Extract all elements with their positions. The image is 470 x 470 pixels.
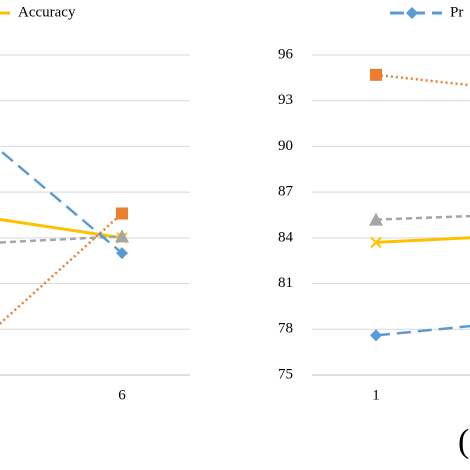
y-tick-label: 81 (278, 275, 293, 291)
series-line (375, 214, 470, 221)
legend-label: Accuracy (18, 4, 76, 20)
y-tick-label: 96 (278, 46, 294, 62)
series-line (375, 73, 470, 87)
marker (370, 329, 382, 342)
chart (312, 54, 470, 376)
series-line (375, 236, 470, 244)
chart (0, 54, 190, 376)
marker (369, 212, 383, 226)
x-tick-label: 1 (372, 387, 380, 403)
marker (116, 247, 128, 260)
legend-label: Pr (450, 4, 463, 20)
series-line (0, 212, 123, 326)
y-tick-label: 93 (278, 92, 293, 108)
marker (406, 7, 418, 19)
marker (116, 207, 128, 220)
marker (370, 236, 382, 249)
y-tick-label: 84 (278, 229, 294, 245)
y-tick-label: 90 (278, 138, 293, 154)
y-tick-label: 87 (278, 184, 294, 200)
x-tick-label: 6 (118, 387, 126, 403)
marker (115, 229, 129, 243)
y-tick-label: 75 (278, 366, 293, 382)
marker (370, 68, 382, 81)
series-line (0, 217, 123, 240)
y-tick-label: 78 (278, 321, 293, 337)
panel-label: ( (458, 423, 469, 460)
